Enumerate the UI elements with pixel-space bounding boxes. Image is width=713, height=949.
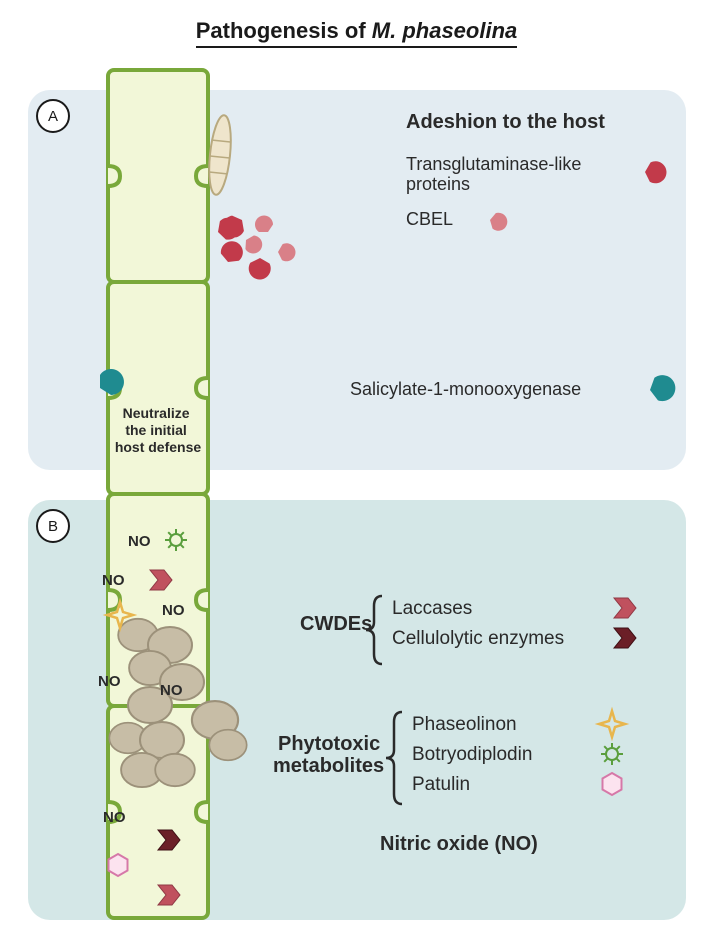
- svg-text:NO: NO: [160, 682, 183, 699]
- phyto-item-3: Patulin: [412, 774, 470, 795]
- svg-text:B: B: [48, 518, 58, 535]
- svg-text:NO: NO: [98, 673, 121, 690]
- cwdes-label: CWDEs: [300, 613, 372, 635]
- legend-cbel: CBEL: [406, 209, 453, 229]
- plant-column: [108, 70, 208, 918]
- panelA-heading: Adeshion to the host: [406, 111, 605, 133]
- legend-patulin-icon: [603, 773, 622, 795]
- svg-text:NO: NO: [102, 572, 125, 589]
- diagram-svg: A B: [0, 0, 713, 949]
- cell-label: Neutralize the initial host defense: [115, 405, 202, 455]
- cwdes-item-1: Laccases: [392, 598, 472, 619]
- cwdes-item-2: Cellulolytic enzymes: [392, 628, 564, 649]
- panelA-badge: A: [37, 100, 69, 132]
- figure: Pathogenesis of M. phaseolina A B: [0, 0, 713, 949]
- phyto-item-1: Phaseolinon: [412, 714, 517, 735]
- svg-text:NO: NO: [128, 533, 151, 550]
- svg-text:NO: NO: [103, 809, 126, 826]
- svg-text:NO: NO: [162, 602, 185, 619]
- legend-salicylate: Salicylate-1-monooxygenase: [350, 379, 581, 399]
- phyto-label: Phytotoxic metabolites: [273, 733, 386, 777]
- phyto-item-2: Botryodiplodin: [412, 744, 532, 765]
- no-label: Nitric oxide (NO): [380, 833, 538, 855]
- patulin-icon-cell: [109, 854, 128, 876]
- svg-text:A: A: [48, 108, 58, 125]
- panelB-badge: B: [37, 510, 69, 542]
